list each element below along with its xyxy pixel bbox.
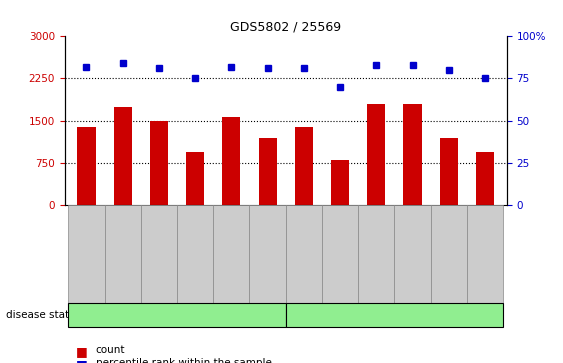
- Bar: [78, 127, 96, 205]
- Text: GSM1085001: GSM1085001: [336, 249, 345, 299]
- Text: control: control: [158, 310, 196, 320]
- Text: ■: ■: [76, 358, 88, 363]
- Text: GSM1084996: GSM1084996: [154, 248, 163, 299]
- Bar: [404, 104, 422, 205]
- Text: GSM1085003: GSM1085003: [408, 248, 417, 299]
- Text: ■: ■: [76, 345, 88, 358]
- Bar: [222, 117, 240, 205]
- Bar: [258, 138, 276, 205]
- Bar: [150, 121, 168, 205]
- Text: GSM1085002: GSM1085002: [372, 249, 381, 299]
- Bar: [440, 138, 458, 205]
- Text: percentile rank within the sample: percentile rank within the sample: [96, 358, 271, 363]
- Text: GSM1084997: GSM1084997: [191, 248, 200, 299]
- Text: GSM1084999: GSM1084999: [263, 248, 272, 299]
- Title: GDS5802 / 25569: GDS5802 / 25569: [230, 21, 341, 34]
- Text: GSM1084995: GSM1084995: [118, 248, 127, 299]
- Text: count: count: [96, 345, 125, 355]
- Text: GSM1084998: GSM1084998: [227, 249, 236, 299]
- Bar: [476, 152, 494, 205]
- Text: disease state ▶: disease state ▶: [6, 310, 86, 320]
- Text: GSM1085005: GSM1085005: [480, 248, 489, 299]
- Bar: [367, 104, 385, 205]
- Text: primary myelofibrosis: primary myelofibrosis: [334, 310, 455, 320]
- Text: GSM1085004: GSM1085004: [444, 248, 453, 299]
- Text: GSM1085000: GSM1085000: [300, 248, 309, 299]
- Bar: [331, 160, 349, 205]
- Bar: [114, 107, 132, 205]
- Bar: [295, 127, 313, 205]
- Bar: [186, 152, 204, 205]
- Text: GSM1084994: GSM1084994: [82, 248, 91, 299]
